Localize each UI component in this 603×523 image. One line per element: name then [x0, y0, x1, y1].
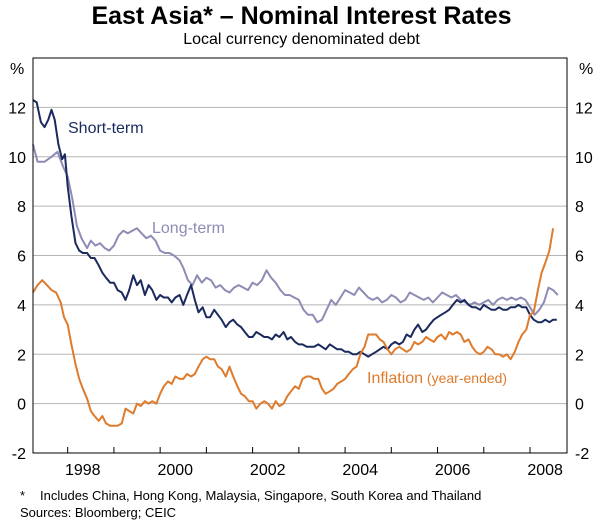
x-tick-label: 2006 [435, 462, 471, 479]
footnote-sources: Sources: Bloomberg; CEIC [20, 505, 177, 520]
y-tick-label-right: 2 [575, 347, 584, 364]
chart-title: East Asia* – Nominal Interest Rates [91, 2, 512, 30]
series-line-long-term [32, 144, 559, 324]
series-layer [32, 99, 559, 427]
y-tick-label-right: 4 [575, 298, 584, 315]
series-line-short-term [32, 99, 557, 358]
y-tick-label-left: 6 [17, 249, 26, 266]
y-tick-label-right: 8 [575, 199, 584, 216]
y-tick-label-left: 4 [17, 298, 26, 315]
series-label: Long-term [152, 220, 225, 237]
y-tick-label-right: 0 [575, 397, 584, 414]
x-tick-label: 2002 [250, 462, 286, 479]
series-line-inflation-year-ended [32, 228, 555, 427]
x-tick-label: 1998 [65, 462, 101, 479]
y-tick-label-left: 2 [17, 347, 26, 364]
y-unit-left: % [10, 61, 24, 78]
y-tick-label-right: 6 [575, 249, 584, 266]
y-unit-right: % [579, 61, 593, 78]
y-tick-label-left: -2 [12, 446, 26, 463]
series-label: Short-term [68, 120, 144, 137]
chart-subtitle: Local currency denominated debt [183, 31, 420, 48]
footnote-note-text: Includes China, Hong Kong, Malaysia, Sin… [40, 488, 482, 503]
footnote-star: * [20, 488, 26, 503]
y-tick-label-right: 12 [575, 100, 593, 117]
axis-ticks: -2 -2 0 0 2 2 4 4 6 6 8 8 10 10 12 12% % 1998 2000 2002 2004… [8, 61, 593, 479]
series-label-suffix: (year-ended) [423, 370, 507, 386]
series-label: Inflation (year-ended) [367, 370, 507, 387]
x-tick-label: 2000 [157, 462, 193, 479]
footnote-note: * Includes China, Hong Kong, Malaysia, Si… [20, 487, 481, 504]
y-tick-label-right: -2 [575, 446, 589, 463]
y-tick-label-left: 10 [8, 150, 26, 167]
y-tick-label-left: 0 [17, 397, 26, 414]
x-tick-label: 2008 [527, 462, 563, 479]
series-labels: Short-term Long-term Inflation (year-ended… [68, 120, 507, 387]
footnotes: * Includes China, Hong Kong, Malaysia, Si… [20, 487, 481, 521]
y-tick-label-left: 8 [17, 199, 26, 216]
grid-lines [33, 106, 567, 405]
plot-frame [32, 57, 568, 454]
x-tick-label: 2004 [342, 462, 378, 479]
y-tick-label-right: 10 [575, 150, 593, 167]
y-tick-label-left: 12 [8, 100, 26, 117]
